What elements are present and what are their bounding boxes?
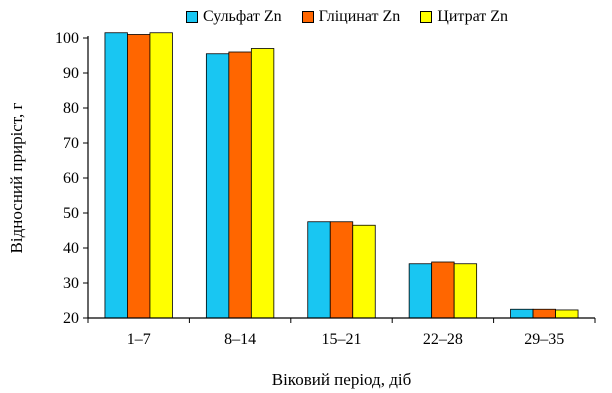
y-tick-label-90: 90: [63, 65, 79, 82]
bar-2-2: [228, 51, 252, 319]
bar-1-5: [510, 308, 534, 319]
x-tick-label-3: 15–21: [322, 331, 362, 348]
legend-swatch-sulfate: [186, 11, 198, 23]
bar-1-2: [205, 53, 230, 319]
bar-2-3: [329, 221, 354, 319]
x-tick-label-5: 29–35: [524, 331, 564, 348]
bar-3-5: [555, 309, 579, 319]
x-tick-label-2: 8–14: [224, 331, 256, 348]
y-axis-title: Відносний приріст, г: [7, 103, 26, 254]
y-tick-label-60: 60: [63, 170, 79, 187]
legend-label-glycinate: Гліцинат Zn: [318, 8, 401, 25]
legend-swatch-glycinate: [301, 11, 314, 23]
chart-legend: Сульфат Zn Гліцинат Zn Цитрат Zn: [186, 8, 508, 26]
bar-1-1: [104, 32, 128, 319]
legend-label-sulfate: Сульфат Zn: [203, 8, 282, 25]
bar-3-3: [352, 224, 376, 319]
legend-swatch-citrate: [420, 11, 433, 23]
bar-2-4: [431, 261, 455, 319]
y-tick-label-70: 70: [63, 135, 79, 152]
legend-item-citrate: Цитрат Zn: [420, 8, 508, 26]
bar-1-3: [307, 221, 331, 319]
y-tick-label-100: 100: [55, 30, 79, 47]
legend-item-sulfate: Сульфат Zn: [186, 8, 282, 26]
bar-3-2: [250, 48, 275, 319]
x-tick-label-1: 1–7: [127, 331, 151, 348]
bar-3-1: [149, 32, 173, 319]
y-tick-label-20: 20: [63, 310, 79, 327]
legend-item-glycinate: Гліцинат Zn: [301, 8, 401, 26]
y-tick-label-80: 80: [63, 100, 79, 117]
y-tick-label-50: 50: [63, 205, 79, 222]
y-tick-label-30: 30: [63, 275, 79, 292]
bar-2-1: [127, 34, 151, 319]
bar-2-5: [532, 308, 556, 319]
legend-label-citrate: Цитрат Zn: [437, 8, 509, 25]
x-axis-title: Віковий період, діб: [272, 370, 411, 389]
bar-3-4: [453, 263, 478, 319]
y-tick-label-40: 40: [63, 240, 79, 257]
bar-1-4: [408, 263, 433, 319]
x-tick-label-4: 22–28: [423, 331, 463, 348]
